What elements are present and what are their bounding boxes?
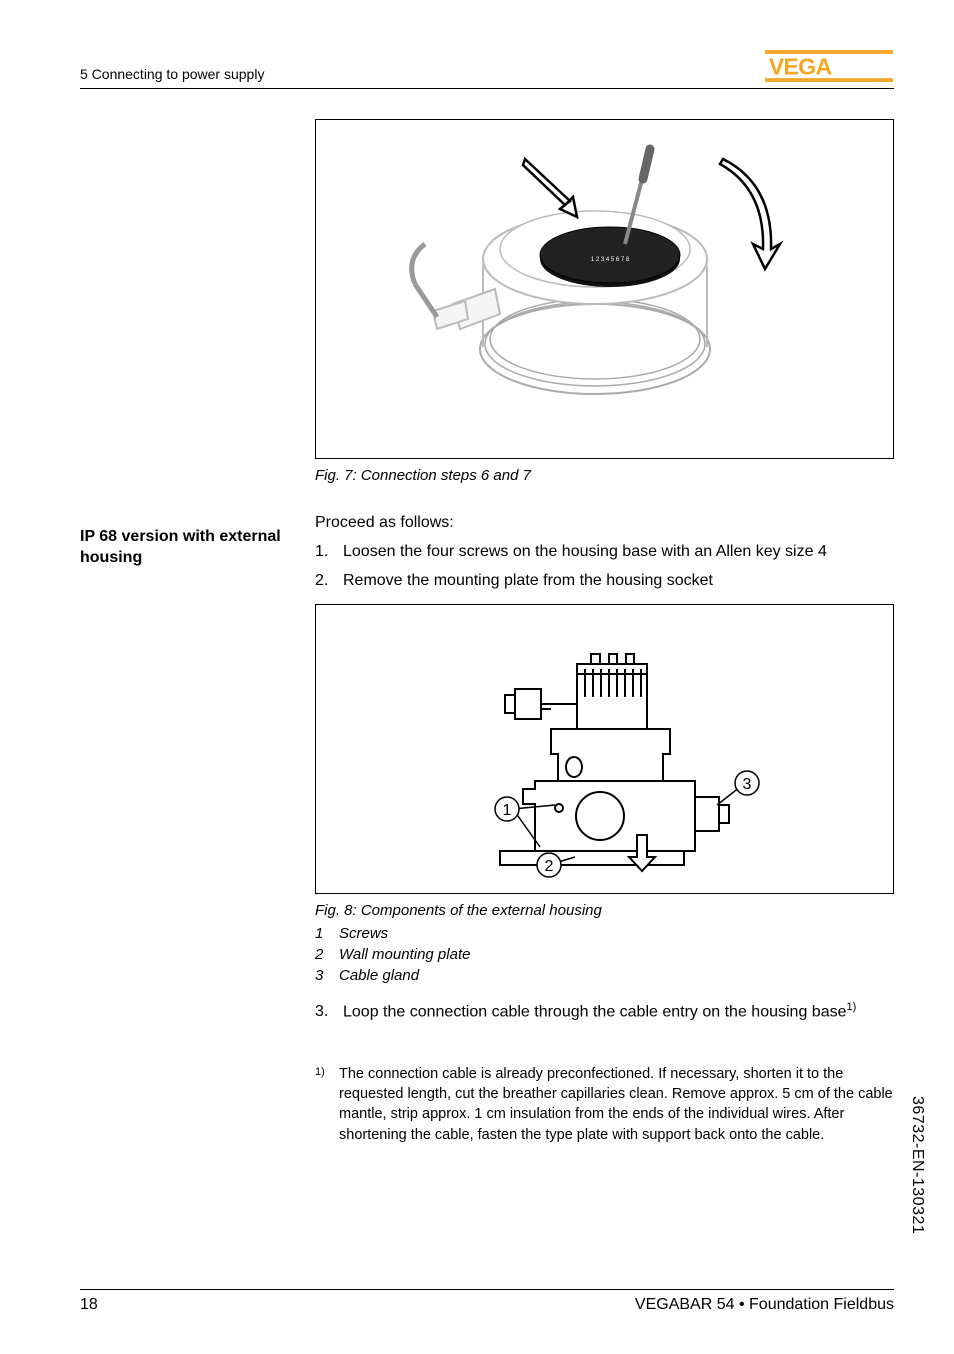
list-text: Loosen the four screws on the housing ba… — [343, 540, 827, 563]
figure-8-box: 1 2 3 — [315, 604, 894, 894]
legend-text: Wall mounting plate — [339, 944, 470, 965]
legend-row: 1 Screws — [315, 923, 894, 944]
legend-num: 3 — [315, 965, 339, 986]
list-item: 1. Loosen the four screws on the housing… — [315, 540, 894, 563]
svg-text:1 2 3 4 5 6 7 8: 1 2 3 4 5 6 7 8 — [590, 257, 629, 263]
legend-row: 3 Cable gland — [315, 965, 894, 986]
footnote: 1) The connection cable is already preco… — [315, 1064, 894, 1145]
callout-1: 1 — [502, 802, 511, 819]
list-num: 2. — [315, 569, 343, 592]
list-item: 2. Remove the mounting plate from the ho… — [315, 569, 894, 592]
right-column: 1 2 3 4 5 6 7 8 Fig. 7: Connection steps… — [315, 119, 894, 1145]
figure-8-caption: Fig. 8: Components of the external housi… — [315, 902, 894, 919]
figure-7-box: 1 2 3 4 5 6 7 8 — [315, 119, 894, 459]
list-item: 3. Loop the connection cable through the… — [315, 1000, 894, 1024]
legend-num: 1 — [315, 923, 339, 944]
steps-list-a: 1. Loosen the four screws on the housing… — [315, 540, 894, 592]
figure-8-illustration: 1 2 3 — [395, 609, 815, 889]
left-column: IP 68 version with external housing — [80, 119, 290, 1145]
list-text: Remove the mounting plate from the housi… — [343, 569, 713, 592]
footnote-text: The connection cable is already preconfe… — [339, 1064, 894, 1145]
callout-2: 2 — [544, 858, 553, 875]
legend-row: 2 Wall mounting plate — [315, 944, 894, 965]
callout-3: 3 — [742, 776, 751, 793]
footer-doc-title: VEGABAR 54 • Foundation Fieldbus — [635, 1296, 894, 1314]
document-id-side: 36732-EN-130321 — [908, 1096, 926, 1234]
list-text: Loop the connection cable through the ca… — [343, 1000, 856, 1024]
page-footer: 18 VEGABAR 54 • Foundation Fieldbus — [80, 1289, 894, 1314]
figure-7-illustration: 1 2 3 4 5 6 7 8 — [395, 129, 815, 449]
footnote-marker: 1) — [315, 1065, 339, 1146]
svg-text:VEGA: VEGA — [769, 53, 833, 79]
legend-num: 2 — [315, 944, 339, 965]
legend-text: Cable gland — [339, 965, 419, 986]
header-section-text: 5 Connecting to power supply — [80, 66, 264, 82]
page-header: 5 Connecting to power supply VEGA — [80, 50, 894, 89]
figure-7-caption: Fig. 7: Connection steps 6 and 7 — [315, 467, 894, 484]
legend-text: Screws — [339, 923, 388, 944]
steps-list-b: 3. Loop the connection cable through the… — [315, 1000, 894, 1024]
list-num: 1. — [315, 540, 343, 563]
intro-text: Proceed as follows: — [315, 514, 894, 532]
section-label: IP 68 version with external housing — [80, 527, 290, 569]
content-area: IP 68 version with external housing 1 2 … — [80, 119, 894, 1145]
vega-logo: VEGA — [764, 50, 894, 82]
page-number: 18 — [80, 1296, 98, 1314]
figure-8-legend: 1 Screws 2 Wall mounting plate 3 Cable g… — [315, 923, 894, 986]
list-num: 3. — [315, 1000, 343, 1024]
